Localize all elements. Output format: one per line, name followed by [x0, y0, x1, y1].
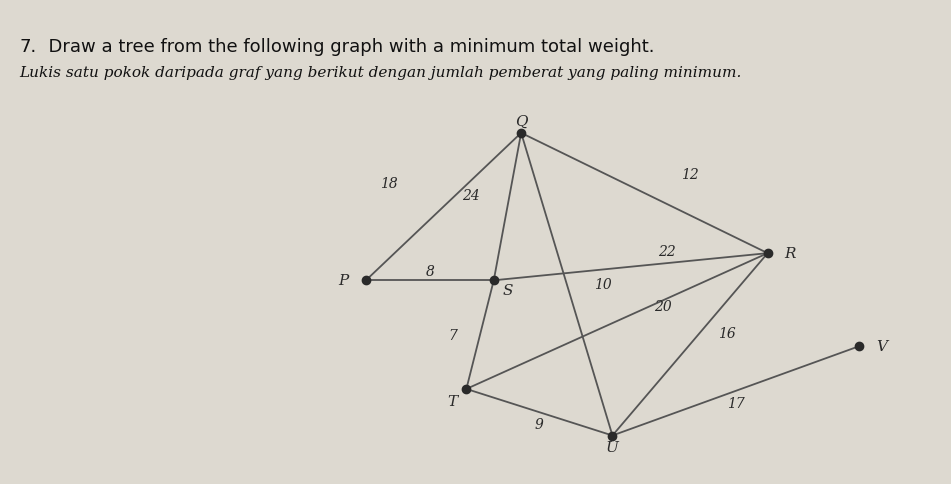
Text: Lukis satu pokok daripada graf yang berikut dengan jumlah pemberat yang paling m: Lukis satu pokok daripada graf yang beri… — [19, 65, 742, 79]
Text: T: T — [448, 394, 457, 408]
Text: 7.: 7. — [19, 38, 36, 56]
Text: 7: 7 — [448, 328, 457, 342]
Text: 20: 20 — [653, 299, 671, 313]
Text: 9: 9 — [535, 417, 544, 431]
Text: Q: Q — [514, 115, 528, 129]
Text: Draw a tree from the following graph with a minimum total weight.: Draw a tree from the following graph wit… — [37, 38, 655, 56]
Text: V: V — [876, 340, 887, 353]
Text: 17: 17 — [727, 396, 745, 409]
Text: 10: 10 — [594, 278, 612, 291]
Text: S: S — [502, 284, 513, 297]
Text: 24: 24 — [462, 189, 480, 202]
Text: U: U — [606, 440, 619, 454]
Text: P: P — [338, 274, 348, 287]
Text: R: R — [785, 247, 796, 260]
Text: 8: 8 — [425, 264, 435, 278]
Text: 12: 12 — [681, 167, 699, 181]
Text: 22: 22 — [658, 245, 676, 258]
Text: 16: 16 — [718, 326, 735, 340]
Text: 18: 18 — [379, 177, 398, 191]
